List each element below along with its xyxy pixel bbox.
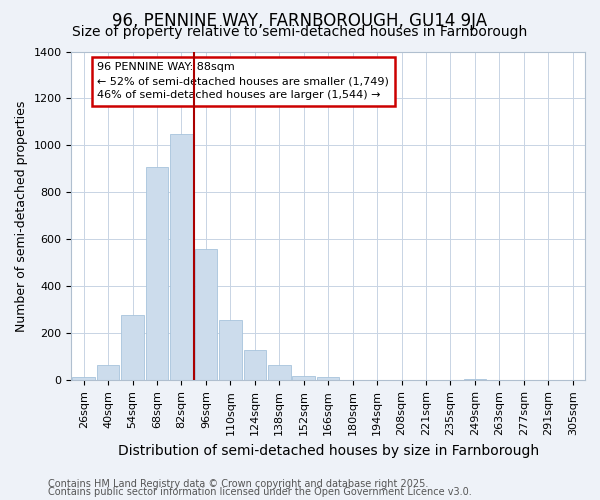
Bar [146,166,168,380]
Text: 96 PENNINE WAY: 88sqm
← 52% of semi-detached houses are smaller (1,749)
46% of s: 96 PENNINE WAY: 88sqm ← 52% of semi-deta… [97,62,389,100]
Bar [317,377,340,380]
Text: Size of property relative to semi-detached houses in Farnborough: Size of property relative to semi-detach… [73,25,527,39]
Text: 96, PENNINE WAY, FARNBOROUGH, GU14 9JA: 96, PENNINE WAY, FARNBOROUGH, GU14 9JA [112,12,488,30]
Bar [97,365,119,380]
Text: Contains public sector information licensed under the Open Government Licence v3: Contains public sector information licen… [48,487,472,497]
Bar [219,320,242,380]
Bar [170,134,193,380]
Bar [121,314,144,380]
Bar [73,377,95,380]
Bar [268,365,290,380]
X-axis label: Distribution of semi-detached houses by size in Farnborough: Distribution of semi-detached houses by … [118,444,539,458]
Bar [244,350,266,380]
Bar [292,376,315,380]
Y-axis label: Number of semi-detached properties: Number of semi-detached properties [15,100,28,332]
Bar [194,249,217,380]
Text: Contains HM Land Registry data © Crown copyright and database right 2025.: Contains HM Land Registry data © Crown c… [48,479,428,489]
Bar [464,379,486,380]
